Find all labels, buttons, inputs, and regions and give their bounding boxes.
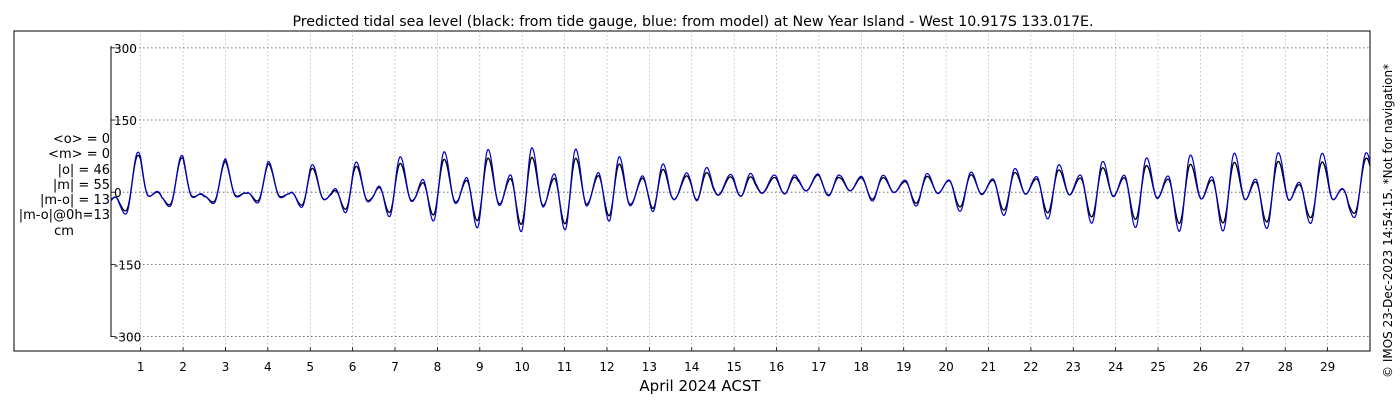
x-tick-label: 5: [306, 360, 314, 374]
x-tick-label: 25: [1150, 360, 1165, 374]
x-tick-label: 29: [1320, 360, 1335, 374]
stats-panel: <o> = 0 <m> = 0 |o| = 46 |m| = 55 |m-o| …: [4, 132, 110, 239]
x-tick-label: 10: [515, 360, 530, 374]
y-tick-label: -150: [114, 258, 141, 272]
x-tick-label: 6: [349, 360, 357, 374]
stat-abs-obs: |o| = 46: [57, 162, 110, 178]
x-tick-label: 21: [981, 360, 996, 374]
x-tick-label: 14: [684, 360, 699, 374]
x-tick-label: 23: [1066, 360, 1081, 374]
x-tick-label: 18: [854, 360, 869, 374]
x-tick-label: 26: [1193, 360, 1208, 374]
y-tick-label: 150: [114, 114, 137, 128]
chart-title: Predicted tidal sea level (black: from t…: [292, 14, 1093, 30]
stat-mean-obs: <o> = 0: [52, 132, 110, 147]
x-tick-label: 27: [1235, 360, 1250, 374]
x-tick-label: 9: [476, 360, 484, 374]
series-layer: [110, 147, 1371, 233]
x-tick-label: 8: [434, 360, 442, 374]
x-tick-label: 16: [769, 360, 784, 374]
x-tick-label: 12: [599, 360, 614, 374]
x-tick-label: 19: [896, 360, 911, 374]
x-axis-label: April 2024 ACST: [639, 377, 761, 395]
x-tick-label: 7: [391, 360, 399, 374]
x-tick-labels: 1 2 3 4 5 6 7 8 9 10 11 12 13 14 15 16 17 18 19 20 21 22 23 24 2…: [137, 360, 1335, 374]
x-tick-label: 4: [264, 360, 272, 374]
y-tick-labels: -300 -150 0 150 300: [114, 42, 141, 345]
stat-abs-model: |m| = 55: [52, 177, 110, 193]
x-tick-label: 28: [1278, 360, 1293, 374]
x-tick-label: 2: [179, 360, 187, 374]
stat-unit: cm: [54, 223, 74, 239]
y-tick-label: 300: [114, 42, 137, 56]
x-tick-label: 13: [642, 360, 657, 374]
stat-abs-diff: |m-o| = 13: [39, 193, 110, 209]
stat-abs-diff-0h: |m-o|@0h=13: [18, 208, 110, 224]
y-tick-label: 0: [114, 186, 122, 200]
series-gauge-line: [110, 154, 1371, 225]
watermark: © IMOS 23-Dec-2023 14:54:15. *Not for na…: [1381, 64, 1395, 378]
y-grid: [111, 47, 1370, 337]
x-tick-label: 24: [1108, 360, 1123, 374]
x-tick-label: 15: [727, 360, 742, 374]
x-tick-label: 17: [811, 360, 826, 374]
x-tick-label: 22: [1023, 360, 1038, 374]
y-tick-label: -300: [114, 331, 141, 345]
x-tick-label: 11: [557, 360, 572, 374]
x-tick-label: 1: [137, 360, 145, 374]
series-model-line: [110, 147, 1371, 233]
x-tick-label: 3: [222, 360, 230, 374]
x-tick-label: 20: [938, 360, 953, 374]
stat-mean-model: <m> = 0: [48, 147, 110, 163]
x-grid: [140, 31, 1329, 351]
